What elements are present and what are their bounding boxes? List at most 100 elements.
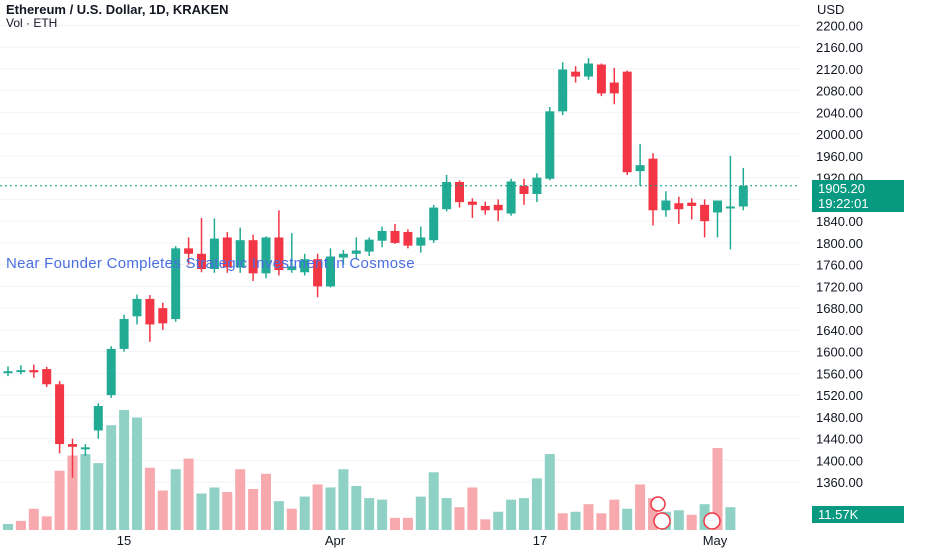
volume-bar (80, 454, 91, 530)
candle-body (429, 207, 439, 241)
last-price-value: 1905.20 (818, 181, 865, 196)
candle-body (493, 204, 503, 211)
price-tick-label: 1560.00 (816, 366, 863, 381)
volume-bar (454, 507, 465, 530)
candle-body (738, 185, 748, 207)
price-tick-label: 1800.00 (816, 236, 863, 251)
candle-body (16, 370, 26, 373)
candle-body (416, 237, 426, 246)
volume-bar (119, 410, 130, 530)
chart-title: Ethereum / U.S. Dollar, 1D, KRAKEN (6, 2, 229, 17)
volume-bar (67, 455, 78, 530)
candle-body (390, 230, 400, 243)
volume-bar (106, 425, 117, 530)
price-tick-label: 1720.00 (816, 279, 863, 294)
volume-bar (209, 487, 220, 530)
volume-bar (493, 511, 504, 530)
volume-bar (506, 499, 517, 530)
volume-bar (170, 469, 181, 530)
time-tick-label: Apr (325, 533, 346, 548)
candle-body (235, 240, 245, 268)
volume-bar (3, 523, 13, 530)
volume-bar (157, 490, 168, 530)
price-tick-label: 1680.00 (816, 301, 863, 316)
candle-body (467, 201, 477, 205)
candle-body (42, 369, 52, 385)
volume-bar (54, 470, 65, 530)
candle-body (480, 205, 490, 211)
candle-body (596, 64, 606, 94)
flag-icon[interactable] (653, 512, 671, 530)
candle-body (274, 237, 284, 271)
volume-bar (390, 517, 400, 530)
volume-bar (132, 417, 142, 530)
time-tick-label: 17 (533, 533, 547, 548)
volume-bar (673, 510, 684, 530)
candle-body (184, 248, 194, 254)
price-tick-label: 1480.00 (816, 410, 863, 425)
volume-bar (377, 499, 388, 530)
news-headline[interactable]: Near Founder Completes Strategic Investm… (6, 255, 415, 272)
volume-bar (312, 484, 323, 530)
volume-bar (196, 493, 207, 530)
volume-bar (544, 454, 555, 530)
candle-body (3, 371, 13, 374)
volume-bar (28, 508, 39, 530)
price-tick-label: 2000.00 (816, 127, 863, 142)
volume-label: Vol · ETH (6, 16, 58, 30)
volume-bar (570, 511, 581, 530)
volume-bar (480, 519, 491, 530)
event-markers[interactable] (650, 496, 721, 530)
price-tick-label: 1760.00 (816, 258, 863, 273)
candle-body (29, 370, 39, 373)
candle-body (700, 204, 710, 222)
volume-bar (273, 501, 284, 530)
time-tick-label: 15 (117, 533, 131, 548)
volume-bar (338, 469, 349, 530)
candle-body (55, 384, 65, 445)
volume-bar (248, 488, 259, 530)
candle-body (145, 298, 155, 325)
volume-bar (325, 487, 336, 530)
volume-bar (467, 487, 478, 530)
volume-bar (364, 498, 375, 530)
candle-body (455, 182, 464, 203)
candle-body (313, 259, 323, 287)
candle-body (80, 447, 90, 450)
volume-bar (299, 496, 310, 530)
time-axis[interactable]: 15 Apr 17 May (117, 533, 728, 548)
candle-body (119, 319, 129, 349)
last-price-tag: 1905.20 19:22:01 (812, 180, 904, 212)
candle-body (248, 240, 258, 274)
volume-bar (648, 498, 658, 530)
candle-body (197, 253, 206, 270)
volume-bar (441, 498, 452, 530)
volume-bar (415, 496, 426, 530)
volume-bar (519, 498, 529, 530)
candle-body (338, 253, 348, 258)
volume-bar (609, 499, 620, 530)
price-tick-label: 1520.00 (816, 388, 863, 403)
candle-body (545, 111, 555, 179)
candle-body (506, 181, 516, 214)
volume-bar (622, 508, 633, 530)
volume-bar (93, 463, 104, 530)
volume-bar (428, 472, 439, 530)
price-axis[interactable]: 2200.00 2160.00 2120.00 2080.00 2040.00 2000.… (816, 18, 863, 490)
event-circle-icon[interactable] (650, 496, 666, 512)
candle-body (158, 308, 168, 324)
volume-bar (235, 469, 246, 530)
volume-bar (183, 458, 194, 530)
candle-body (300, 259, 310, 273)
candle-body (326, 256, 335, 287)
candle-body (209, 238, 219, 270)
candle-body (519, 185, 529, 194)
time-tick-label: May (703, 533, 728, 548)
volume-bar (41, 516, 52, 530)
volume-bar (712, 447, 723, 530)
candle-body (222, 237, 232, 268)
flag-icon[interactable] (703, 512, 721, 530)
volume-bar (286, 508, 297, 530)
volume-bar (635, 484, 646, 530)
